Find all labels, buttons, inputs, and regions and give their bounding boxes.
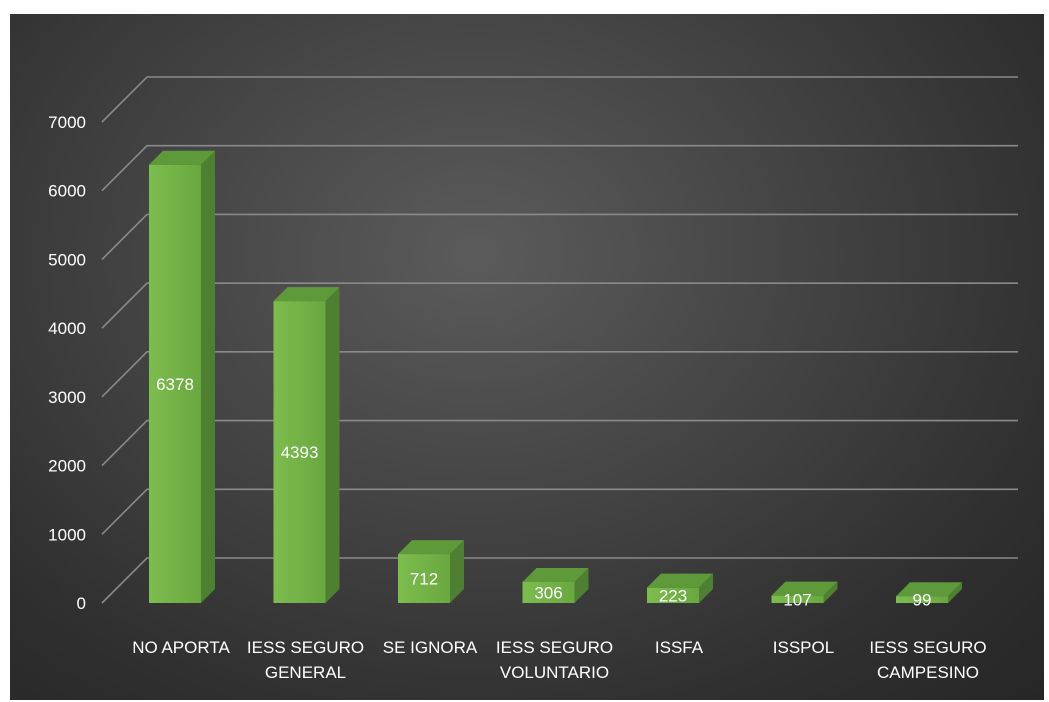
- bar-side-face: [948, 582, 962, 603]
- bar-top-face: [771, 581, 838, 596]
- bar-front-face: [647, 587, 699, 603]
- bar: 306: [522, 567, 589, 603]
- data-label: 4393: [281, 443, 319, 462]
- gridline: [101, 419, 1018, 467]
- gridline: [101, 557, 1018, 604]
- y-tick-label: 1000: [48, 525, 86, 544]
- bar-side-face: [201, 150, 215, 603]
- bar-side-face: [699, 573, 713, 603]
- x-axis-category-labels: NO APORTA IESS SEGURO GENERAL SE IGNORA IESS…: [132, 638, 986, 682]
- bar-side-face: [574, 567, 589, 603]
- y-axis-tick-labels: 0 1000 2000 3000 4000 5000 6000 7000: [48, 113, 86, 613]
- data-label: 712: [410, 570, 438, 589]
- y-tick-label: 0: [77, 594, 86, 613]
- gridline: [101, 351, 1018, 398]
- data-label: 99: [913, 591, 932, 610]
- bar: 6378: [149, 150, 215, 603]
- x-category-label: IESS SEGURO CAMPESINO: [869, 638, 986, 682]
- x-category-label: SE IGNORA: [383, 638, 478, 657]
- x-category-label: IESS SEGURO VOLUNTARIO: [496, 638, 613, 682]
- bar-side-face: [325, 287, 340, 603]
- data-label: 107: [783, 590, 811, 609]
- gridline: [101, 213, 1018, 260]
- x-category-label: ISSPOL: [773, 638, 834, 657]
- bar-front-face: [273, 301, 326, 603]
- data-label: 6378: [156, 375, 194, 394]
- bar-top-face: [398, 540, 464, 555]
- bar: 99: [896, 582, 962, 610]
- bar-top-face: [522, 567, 589, 582]
- data-label: 306: [534, 583, 562, 602]
- bar-front-face: [896, 596, 948, 603]
- data-label: 223: [659, 586, 687, 605]
- y-tick-label: 7000: [48, 113, 86, 132]
- gridline: [101, 144, 1018, 192]
- bar: 4393: [273, 287, 340, 603]
- bars: 6378 4393 712 306 223 107 99: [149, 150, 962, 610]
- y-tick-label: 2000: [48, 457, 86, 476]
- bar-front-face: [149, 164, 201, 603]
- bar-top-face: [896, 582, 962, 597]
- x-category-label: IESS SEGURO GENERAL: [247, 638, 364, 682]
- y-tick-label: 5000: [48, 250, 86, 269]
- gridline: [101, 76, 1018, 123]
- bar-chart: 0 1000 2000 3000 4000 5000 6000 7000 6378 4393 71…: [48, 76, 1018, 682]
- x-category-label: ISSFA: [655, 638, 704, 657]
- bar: 107: [771, 581, 838, 609]
- bar-top-face: [273, 287, 340, 302]
- y-tick-label: 3000: [48, 388, 86, 407]
- bar: 712: [398, 540, 464, 603]
- bar-front-face: [771, 595, 824, 603]
- y-tick-label: 4000: [48, 319, 86, 338]
- bar: 223: [647, 573, 713, 605]
- gridline: [101, 488, 1018, 535]
- bar-top-face: [647, 573, 713, 588]
- bar-side-face: [450, 540, 464, 603]
- x-category-label: NO APORTA: [132, 638, 230, 657]
- bar-side-face: [823, 581, 838, 603]
- y-tick-label: 6000: [48, 182, 86, 201]
- gridline: [101, 282, 1018, 329]
- bar-front-face: [398, 554, 450, 603]
- bar-top-face: [149, 150, 215, 165]
- gridlines: [101, 76, 1018, 604]
- chart-frame: 0 1000 2000 3000 4000 5000 6000 7000 6378 4393 71…: [10, 14, 1044, 700]
- bar-front-face: [522, 581, 575, 603]
